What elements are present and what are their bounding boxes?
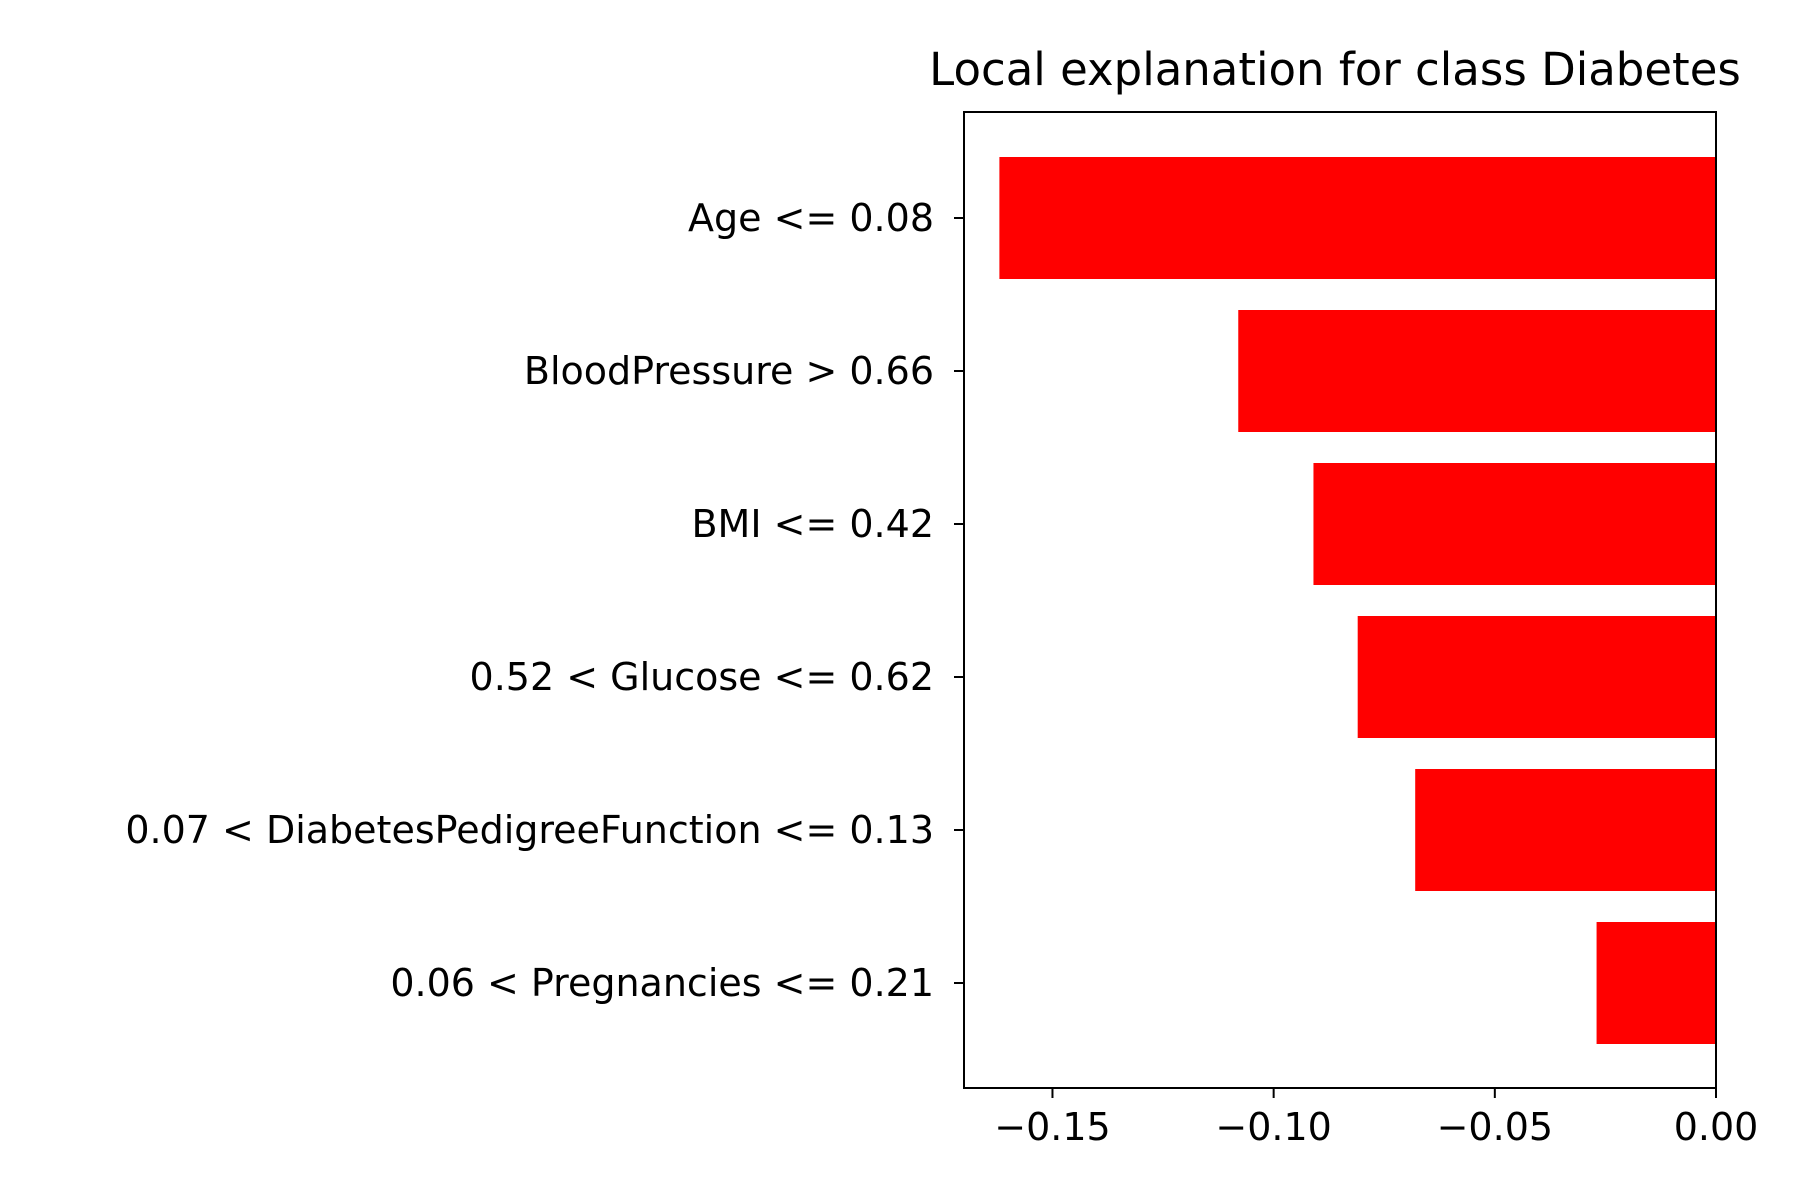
bar-6 bbox=[1596, 922, 1716, 1044]
bar-1 bbox=[999, 157, 1716, 279]
y-tick-label: BloodPressure > 0.66 bbox=[524, 349, 934, 393]
bar-2 bbox=[1238, 310, 1716, 432]
x-tick-label: 0.00 bbox=[1674, 1105, 1759, 1149]
y-tick-label: 0.07 < DiabetesPedigreeFunction <= 0.13 bbox=[125, 808, 934, 852]
x-tick-label: −0.10 bbox=[1215, 1105, 1331, 1149]
y-tick-label: BMI <= 0.42 bbox=[691, 502, 934, 546]
x-axis-ticks: −0.15 −0.10 −0.05 0.00 bbox=[994, 1088, 1758, 1149]
bars bbox=[999, 157, 1716, 1044]
y-axis-ticks: Age <= 0.08 BloodPressure > 0.66 BMI <= 0.… bbox=[125, 196, 964, 1005]
y-tick-label: 0.06 < Pregnancies <= 0.21 bbox=[390, 961, 934, 1005]
y-tick-label: Age <= 0.08 bbox=[688, 196, 934, 240]
plot-frame bbox=[963, 111, 1717, 1089]
x-tick-label: −0.15 bbox=[994, 1105, 1110, 1149]
x-tick-label: −0.05 bbox=[1437, 1105, 1553, 1149]
chart-title: Local explanation for class Diabetes bbox=[929, 43, 1741, 96]
y-tick-label: 0.52 < Glucose <= 0.62 bbox=[470, 655, 934, 699]
bar-5 bbox=[1415, 769, 1716, 891]
bar-3 bbox=[1313, 463, 1716, 585]
bar-4 bbox=[1357, 616, 1716, 738]
